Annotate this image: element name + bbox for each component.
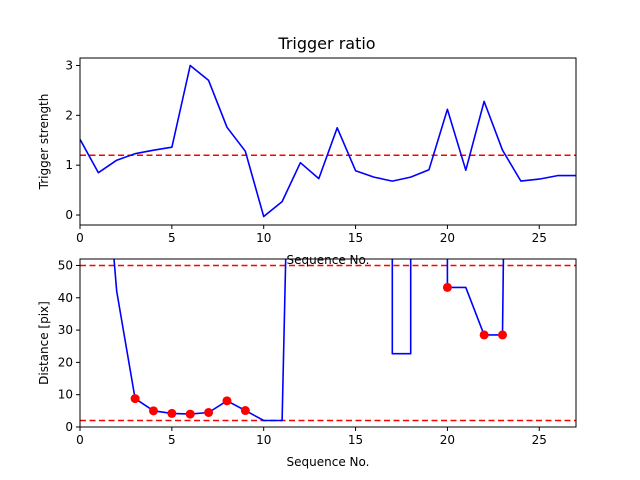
data-point [204,407,214,417]
data-point [479,330,489,340]
x-tick-label: 20 [440,231,455,245]
data-point [167,408,177,418]
x-axis-label: Sequence No. [287,455,370,469]
data-point [222,396,232,406]
y-tick-label: 50 [58,258,73,272]
y-tick-label: 3 [65,58,73,72]
y-tick-label: 1 [65,158,73,172]
y-tick-label: 0 [65,208,73,222]
x-tick-label: 25 [532,433,547,447]
x-axis-label: Sequence No. [287,253,370,267]
x-tick-label: 20 [440,433,455,447]
x-tick-label: 25 [532,231,547,245]
top-chart: 0 5 10 15 20 25 0 1 2 3 Sequence No. Trigger streng… [37,57,577,267]
x-tick-label: 5 [168,231,176,245]
y-tick-label: 20 [58,355,73,369]
y-tick-label: 40 [58,291,73,305]
x-tick-label: 0 [76,231,84,245]
y-tick-label: 30 [58,323,73,337]
plot-area [80,259,576,422]
y-axis-label: Trigger strength [37,94,51,191]
x-tick-label: 10 [256,231,271,245]
data-point [130,394,140,404]
data-point [185,409,195,419]
data-point [442,282,452,292]
y-tick-label: 0 [65,420,73,434]
x-tick-label: 0 [76,433,84,447]
bottom-chart: 0 5 10 15 20 25 0 10 20 30 40 50 Sequence No. Distanc… [37,258,577,469]
data-point [498,330,508,340]
x-tick-label: 15 [348,433,363,447]
axes-frame [79,57,577,226]
series-line [446,259,505,336]
axes-frame [79,258,577,428]
x-tick-label: 10 [256,433,271,447]
data-point [240,406,250,416]
y-axis-label: Distance [pix] [37,301,51,385]
data-point [148,406,158,416]
series-line [80,64,576,218]
series-line [391,259,412,355]
chart-title: Trigger ratio [277,34,375,53]
y-tick-label: 10 [58,388,73,402]
x-tick-label: 15 [348,231,363,245]
series-line [113,259,287,422]
x-tick-label: 5 [168,433,176,447]
y-tick-label: 2 [65,108,73,122]
plot-area [80,64,576,218]
